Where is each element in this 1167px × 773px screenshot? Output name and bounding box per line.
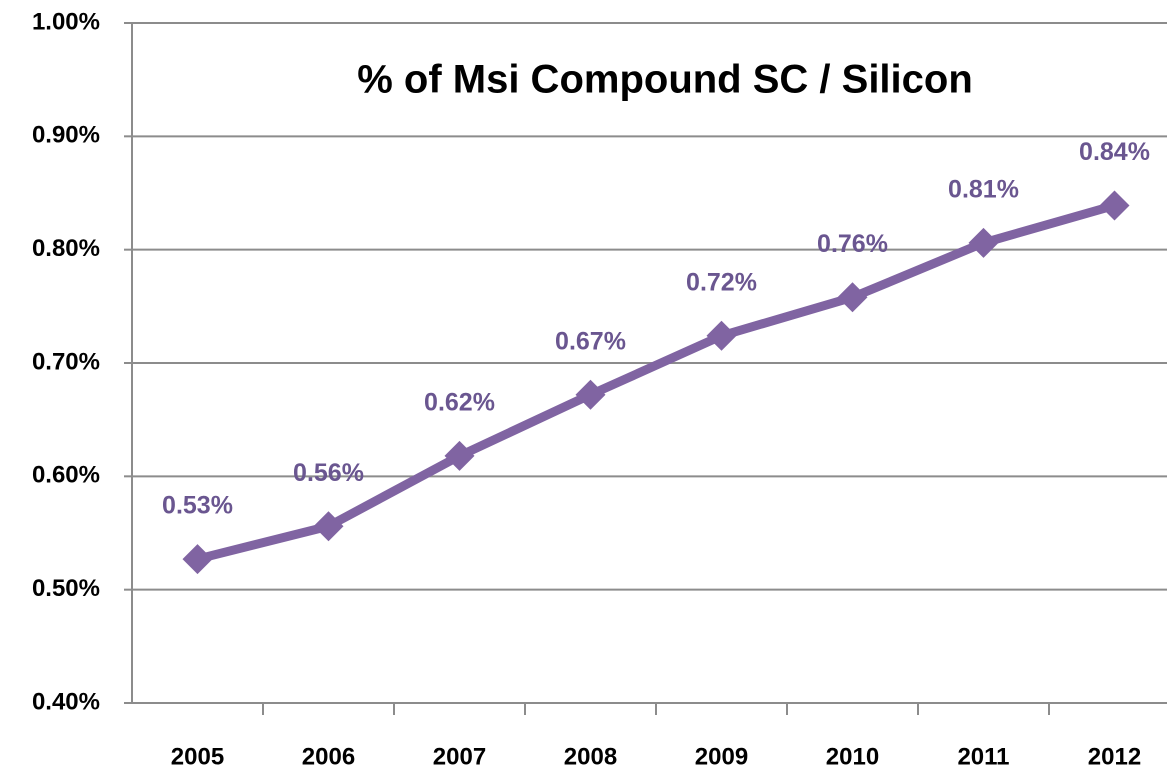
y-tick-label: 0.80%: [32, 235, 100, 262]
y-tick-label: 0.60%: [32, 462, 100, 489]
y-tick-label: 0.50%: [32, 575, 100, 602]
data-label: 0.72%: [686, 268, 757, 296]
data-label: 0.76%: [817, 230, 888, 258]
y-tick-label: 0.90%: [32, 122, 100, 149]
y-tick-label: 0.40%: [32, 688, 100, 715]
data-label: 0.53%: [162, 492, 233, 520]
marker: [1099, 190, 1130, 221]
chart-title: % of Msi Compound SC / Silicon: [357, 58, 973, 102]
data-label: 0.56%: [293, 459, 364, 487]
data-label: 0.81%: [948, 175, 1019, 203]
x-tick-label: 2011: [957, 743, 1009, 770]
marker: [575, 379, 606, 410]
x-tick-label: 2005: [171, 743, 224, 770]
data-label: 0.67%: [555, 327, 626, 355]
x-tick-label: 2012: [1088, 743, 1141, 770]
x-tick-label: 2008: [564, 743, 617, 770]
series-line: [196, 201, 1116, 564]
marker: [444, 440, 475, 471]
data-label: 0.84%: [1079, 138, 1150, 166]
x-tick-label: 2006: [302, 743, 355, 770]
marker: [313, 511, 344, 542]
y-tick-label: 1.00%: [32, 8, 100, 35]
marker: [706, 320, 737, 351]
x-tick-label: 2010: [826, 743, 879, 770]
x-tick-label: 2007: [433, 743, 486, 770]
marker: [968, 227, 999, 258]
x-tick-label: 2009: [695, 743, 748, 770]
marker: [837, 282, 868, 313]
y-tick-label: 0.70%: [32, 348, 100, 375]
marker: [182, 544, 213, 575]
data-label: 0.62%: [424, 389, 495, 417]
